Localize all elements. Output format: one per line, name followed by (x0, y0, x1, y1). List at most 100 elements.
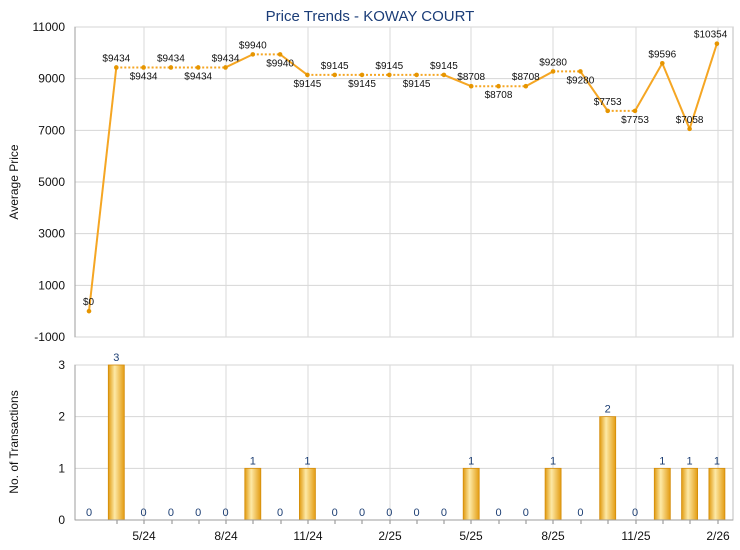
price-y-tick-label: 7000 (38, 123, 65, 137)
price-axis-title: Average Price (7, 144, 21, 219)
price-point-label: $9145 (293, 79, 321, 90)
price-y-tick-label: 5000 (38, 175, 65, 189)
price-point-label: $8708 (512, 72, 540, 83)
transaction-bar-label: 0 (441, 507, 447, 519)
transaction-bar-label: 0 (141, 507, 147, 519)
transaction-bar (244, 467, 262, 521)
transaction-bar-label: 0 (222, 507, 228, 519)
transactions-y-tick-label: 1 (58, 461, 65, 475)
price-point-label: $9145 (375, 61, 403, 72)
transaction-bar-label: 1 (714, 455, 720, 467)
x-tick-label: 11/24 (293, 529, 322, 543)
transaction-bar-label: 0 (523, 507, 529, 519)
transaction-bar (462, 467, 480, 521)
price-point (414, 72, 419, 78)
price-point (714, 41, 720, 46)
x-tick-label: 2/26 (706, 529, 730, 543)
transaction-bar (708, 467, 726, 521)
price-point (168, 65, 174, 70)
x-tick-label: 8/25 (541, 529, 565, 543)
transaction-bar-label: 0 (577, 507, 583, 519)
transactions-axis-title: No. of Transactions (7, 390, 21, 493)
price-point (523, 83, 529, 89)
price-line-layer (86, 41, 720, 314)
price-line-segment (225, 53, 254, 69)
price-point-label: $7753 (594, 97, 622, 108)
price-gridlines (74, 26, 734, 338)
price-point (141, 65, 146, 70)
transaction-bar-label: 0 (332, 507, 338, 519)
transaction-bar-label: 1 (468, 455, 474, 467)
transaction-bar (599, 416, 617, 521)
price-point (605, 108, 610, 114)
price-point (114, 65, 119, 70)
price-point (496, 83, 501, 89)
transaction-bar-label: 0 (195, 507, 201, 519)
price-point (632, 108, 638, 114)
transaction-bars: 0 3 0 0 0 0 1 0 1 0 0 0 0 0 1 0 0 1 0 2 0 1 1 1 (86, 352, 726, 521)
price-line-segment (279, 53, 309, 76)
price-y-tick-label: 9000 (38, 72, 65, 86)
transaction-bar (544, 467, 562, 521)
transaction-gridlines (74, 364, 734, 521)
price-point-label: $9434 (184, 71, 212, 82)
price-labels: $0$9434$9434$9434$9434$9434$9940$9940$91… (83, 30, 728, 308)
transaction-bar-label: 3 (113, 352, 119, 364)
transaction-bar (298, 467, 316, 521)
price-point-label: $9434 (157, 53, 185, 64)
price-point-label: $9145 (403, 79, 431, 90)
price-line-segment (525, 70, 554, 88)
price-point (277, 52, 283, 57)
chart-title: Price Trends - KOWAY COURT (266, 8, 475, 25)
price-point-label: $9145 (430, 61, 458, 72)
transaction-bar-label: 1 (304, 455, 310, 467)
price-point-label: $8708 (457, 72, 485, 83)
price-point (687, 126, 692, 132)
price-point (305, 72, 310, 78)
transaction-bar-label: 0 (495, 507, 501, 519)
transactions-y-tick-label: 0 (58, 513, 65, 527)
transaction-bar-label: 2 (605, 404, 611, 416)
price-point-label: $9280 (566, 75, 594, 86)
price-y-tick-label: 11000 (33, 20, 66, 34)
price-point (550, 69, 556, 74)
price-point (387, 72, 392, 78)
x-tick-label: 5/25 (459, 529, 483, 543)
price-point (86, 308, 92, 314)
price-point-label: $9596 (648, 49, 676, 60)
transaction-bar (107, 364, 125, 521)
transactions-y-tick-label: 3 (58, 358, 65, 372)
transaction-bar-label: 0 (168, 507, 174, 519)
price-point-label: $9145 (321, 61, 349, 72)
x-tick-label: 2/25 (378, 529, 402, 543)
price-point-label: $8708 (485, 90, 513, 101)
transaction-bar-label: 0 (359, 507, 365, 519)
price-point-label: $7753 (621, 115, 649, 126)
transaction-bar-label: 0 (277, 507, 283, 519)
x-tick-label: 8/24 (214, 529, 238, 543)
x-tick-label: 11/25 (621, 529, 650, 543)
price-point-label: $9145 (348, 79, 376, 90)
transactions-plot-frame (74, 364, 734, 521)
price-point-label: $9434 (102, 53, 130, 64)
price-point (441, 72, 447, 78)
price-point (223, 65, 228, 70)
price-point-label: $9940 (239, 40, 267, 51)
price-line-segment (688, 43, 718, 130)
price-point (578, 69, 583, 74)
transaction-bar-label: 0 (386, 507, 392, 519)
transaction-bar-label: 0 (632, 507, 638, 519)
price-y-tick-label: 1000 (38, 278, 65, 292)
price-line-segment (579, 70, 609, 112)
price-point-label: $9434 (130, 71, 158, 82)
price-point (195, 65, 201, 70)
price-point (359, 72, 365, 78)
price-point-label: $9280 (539, 57, 567, 68)
transaction-bar (653, 467, 671, 521)
price-point-label: $9434 (212, 53, 240, 64)
transaction-bar-label: 1 (687, 455, 693, 467)
price-point-label: $10354 (694, 30, 728, 41)
